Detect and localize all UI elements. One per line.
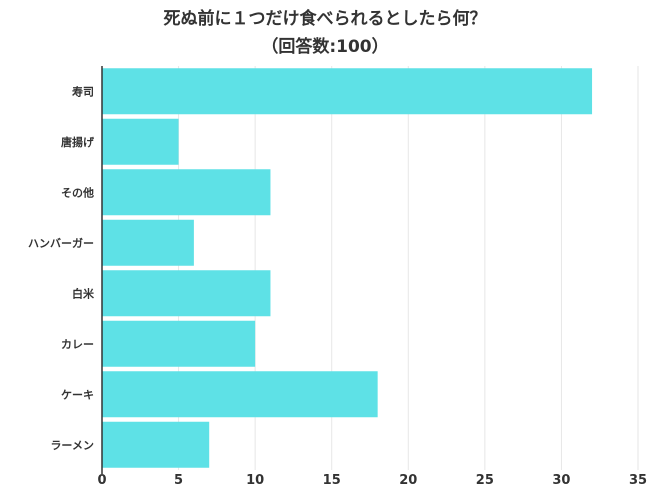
category-label: 白米 xyxy=(72,286,95,300)
x-tick-label: 0 xyxy=(97,473,106,488)
bar-6 xyxy=(102,320,256,367)
x-tick-label: 20 xyxy=(399,473,417,488)
bar-3 xyxy=(102,169,271,216)
bar-1 xyxy=(102,68,593,115)
bar-2 xyxy=(102,118,179,165)
bar-5 xyxy=(102,270,271,317)
category-label: 寿司 xyxy=(72,84,94,98)
category-label: その他 xyxy=(61,185,94,199)
category-label: ハンバーガー xyxy=(28,236,94,250)
x-tick-label: 10 xyxy=(246,473,264,488)
x-tick-label: 25 xyxy=(476,473,494,488)
category-label: カレー xyxy=(61,338,94,351)
chart-subtitle: （回答数:100） xyxy=(261,37,389,57)
x-tick-label: 35 xyxy=(629,473,647,488)
chart-title: 死ぬ前に１つだけ食べられるとしたら何？ xyxy=(163,9,487,29)
bar-4 xyxy=(102,219,194,266)
category-label: ケーキ xyxy=(61,388,94,401)
x-tick-label: 5 xyxy=(174,473,183,488)
x-tick-label: 15 xyxy=(323,473,341,488)
category-label: 唐揚げ xyxy=(61,135,95,149)
bar-7 xyxy=(102,371,378,418)
bar-8 xyxy=(102,421,210,468)
category-label: ラーメン xyxy=(50,439,94,452)
x-tick-label: 30 xyxy=(552,473,570,488)
